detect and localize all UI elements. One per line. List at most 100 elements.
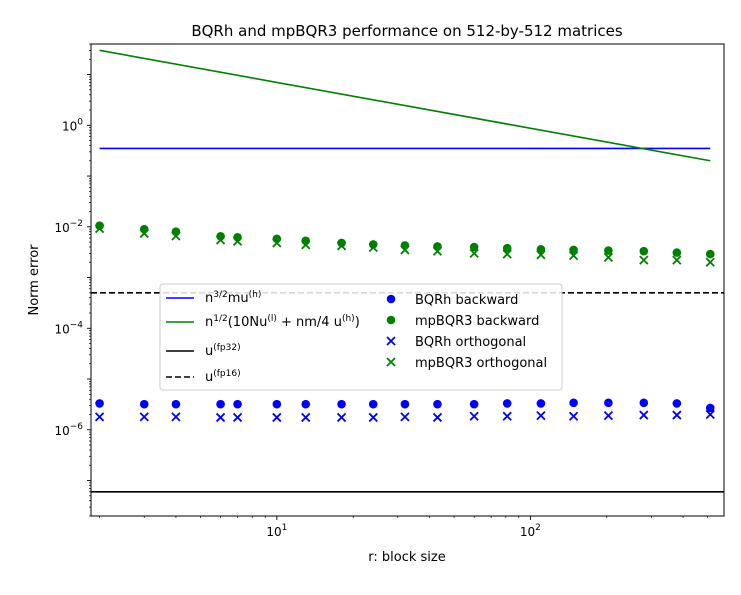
data-point	[233, 399, 242, 409]
data-point	[95, 399, 104, 408]
data-point	[336, 241, 347, 251]
series-mpbqr3-orthogonal	[94, 223, 715, 267]
data-point	[171, 231, 181, 241]
data-point	[432, 246, 443, 256]
data-point	[604, 246, 613, 255]
data-point	[95, 221, 104, 231]
data-point	[672, 248, 682, 257]
axis-ticks: 101 102 10−6 10−4 10−2 100	[54, 43, 709, 539]
x-axis-label: r: block size	[368, 550, 445, 565]
legend-label: BQRh backward	[415, 293, 518, 308]
legend-entry: BQRh backward	[386, 293, 518, 308]
y-tick-label: 10−6	[54, 422, 83, 438]
data-point	[337, 238, 346, 248]
legend-label: n1/2(10Nu(l) + nm/4 u(h))	[205, 314, 360, 330]
data-point	[639, 246, 649, 256]
data-point	[94, 223, 105, 234]
legend: n3/2mu(h) n1/2(10Nu(l) + nm/4 u(h)) u(fp32…	[159, 283, 563, 391]
data-point	[603, 252, 614, 262]
series-n-1-2-10nu-l-nm-4-u-h	[99, 49, 711, 162]
data-point	[232, 412, 243, 423]
data-point	[672, 255, 682, 265]
data-point	[337, 399, 346, 409]
series-bqrh-orthogonal	[94, 409, 715, 423]
data-point	[400, 412, 410, 422]
data-point	[469, 242, 479, 252]
x-tick-label: 101	[266, 523, 287, 539]
legend-label: mpBQR3 backward	[415, 314, 539, 329]
y-axis-label: Norm error	[27, 244, 42, 316]
legend-label: BQRh orthogonal	[415, 335, 526, 350]
data-point	[301, 399, 311, 409]
data-point	[171, 399, 181, 409]
legend-label: mpBQR3 orthogonal	[415, 356, 547, 371]
data-point	[502, 411, 512, 421]
data-point	[139, 399, 149, 409]
data-point	[502, 249, 512, 259]
data-point	[272, 412, 282, 423]
data-point	[433, 399, 442, 409]
data-point	[568, 411, 579, 421]
data-point	[94, 412, 105, 422]
data-point	[301, 412, 311, 423]
data-point	[368, 412, 378, 423]
data-point	[232, 236, 243, 246]
data-point	[603, 410, 614, 421]
data-point	[536, 410, 546, 421]
legend-label: n3/2mu(h)	[205, 290, 261, 306]
legend-entry: mpBQR3 orthogonal	[386, 356, 547, 371]
data-point	[139, 228, 149, 239]
data-point	[705, 257, 715, 267]
legend-entry: n1/2(10Nu(l) + nm/4 u(h))	[166, 314, 360, 330]
data-point	[569, 398, 578, 408]
data-point	[502, 399, 512, 408]
data-point	[368, 242, 378, 253]
data-point	[215, 412, 226, 423]
data-point	[469, 248, 479, 258]
data-point	[272, 238, 282, 248]
data-point	[639, 398, 649, 408]
legend-entry: u(fp32)	[166, 343, 241, 359]
data-point	[536, 250, 546, 260]
data-point	[301, 240, 311, 250]
data-point	[604, 398, 613, 408]
data-point	[272, 399, 282, 409]
legend-entry: n3/2mu(h)	[166, 290, 261, 306]
data-point	[705, 409, 715, 420]
legend-entry: mpBQR3 backward	[386, 314, 539, 329]
data-point	[568, 251, 579, 261]
series-mpbqr3-backward	[95, 221, 715, 259]
data-point	[215, 235, 226, 245]
legend-box	[159, 283, 563, 391]
data-point	[400, 245, 410, 255]
legend-label: u(fp16)	[205, 369, 241, 385]
data-point	[432, 412, 443, 423]
chart-marks	[91, 49, 724, 493]
legend-marker	[386, 357, 396, 367]
legend-entry: BQRh orthogonal	[386, 335, 526, 350]
data-point	[569, 245, 578, 255]
data-point	[171, 412, 181, 422]
data-point	[536, 399, 546, 408]
data-point	[139, 412, 149, 422]
data-point	[639, 410, 649, 420]
legend-entry: u(fp16)	[166, 369, 241, 385]
data-point	[216, 399, 225, 409]
y-tick-label: 10−4	[54, 320, 83, 336]
data-point	[400, 399, 410, 409]
data-point	[672, 399, 682, 408]
legend-marker	[386, 315, 396, 325]
data-point	[502, 243, 512, 253]
y-tick-label: 100	[62, 117, 83, 133]
data-point	[400, 241, 410, 250]
x-tick-label: 102	[520, 523, 541, 539]
y-tick-label: 10−2	[54, 219, 83, 235]
data-point	[672, 410, 682, 420]
legend-label: u(fp32)	[205, 343, 241, 359]
chart-title: BQRh and mpBQR3 performance on 512-by-51…	[191, 22, 623, 40]
series-bqrh-backward	[95, 398, 715, 413]
data-point	[705, 403, 715, 413]
data-point	[705, 249, 715, 259]
series-line	[99, 49, 711, 162]
